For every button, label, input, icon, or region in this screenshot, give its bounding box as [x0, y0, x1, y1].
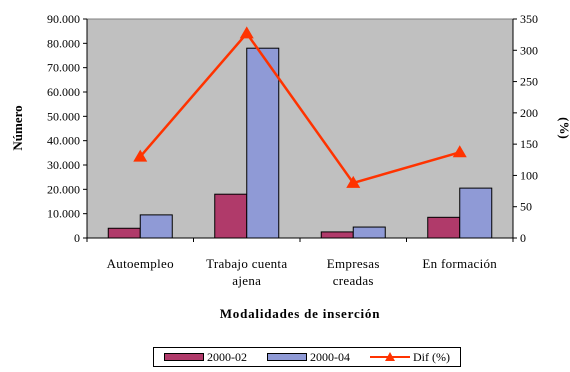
legend-item-2000-04: 2000-04	[267, 350, 350, 365]
y-tick-label-2: 20.000	[47, 182, 80, 196]
y2-tick-label-2: 100	[520, 168, 538, 182]
line-dif	[139, 31, 461, 185]
y-tick-label-1: 10.000	[47, 207, 80, 221]
plot-area	[86, 18, 514, 239]
y-tick-label-5: 50.000	[47, 109, 80, 123]
x-tick-label-0: Autoempleo	[107, 256, 174, 271]
bar-2000-04-3	[459, 187, 493, 239]
bar-2000-02-3	[427, 216, 461, 239]
y-axis-title: Número	[10, 105, 25, 150]
bar-2000-02-2	[320, 231, 354, 239]
legend-item-dif: Dif (%)	[370, 350, 450, 365]
bar-2000-04-2	[352, 226, 386, 239]
axes: 0 10.000 20.000 30.000 40.000 50.000 60.000 70.…	[47, 12, 538, 288]
y-tick-label-4: 40.000	[47, 134, 80, 148]
bar-2000-04-1	[246, 47, 280, 239]
y-tick-label-0: 0	[74, 231, 80, 245]
x-tick-label-3: En formación	[422, 256, 497, 271]
line-series	[133, 26, 467, 188]
legend-item-2000-02: 2000-02	[164, 350, 247, 365]
bars	[107, 47, 493, 239]
x-axis-title: Modalidades de inserción	[220, 306, 381, 321]
x-tick-label-1: Trabajo cuenta ajena	[206, 256, 287, 288]
y-tick-label-7: 70.000	[47, 61, 80, 75]
bar-2000-02-0	[107, 227, 141, 239]
legend-label-2000-04: 2000-04	[310, 349, 350, 364]
y-tick-label-9: 90.000	[47, 12, 80, 26]
y-tick-label-3: 30.000	[47, 158, 80, 172]
y2-tick-label-1: 50	[520, 200, 532, 214]
y-tick-label-8: 80.000	[47, 36, 80, 50]
legend-label-dif: Dif (%)	[413, 349, 450, 364]
x-tick-label-2: Empresas creadas	[327, 256, 380, 288]
legend-label-2000-02: 2000-02	[207, 349, 247, 364]
point-dif-1	[239, 26, 254, 39]
y2-tick-label-3: 150	[520, 137, 538, 151]
y2-tick-label-4: 200	[520, 106, 538, 120]
y-tick-label-6: 60.000	[47, 85, 80, 99]
point-dif-0	[133, 149, 148, 162]
y2-tick-label-0: 0	[520, 231, 526, 245]
y2-tick-label-6: 300	[520, 43, 538, 57]
y2-axis-title: (%)	[557, 117, 570, 139]
bar-2000-02-1	[214, 193, 248, 239]
legend-swatch-2000-02	[164, 353, 204, 361]
legend-swatch-2000-04	[267, 353, 307, 361]
bar-2000-04-0	[139, 214, 173, 239]
point-dif-3	[452, 145, 467, 158]
legend-line-swatch-dif	[370, 352, 410, 362]
y2-tick-label-5: 250	[520, 75, 538, 89]
legend: 2000-02 2000-04 Dif (%)	[153, 347, 461, 367]
y2-tick-label-7: 350	[520, 12, 538, 26]
point-dif-2	[346, 175, 361, 188]
